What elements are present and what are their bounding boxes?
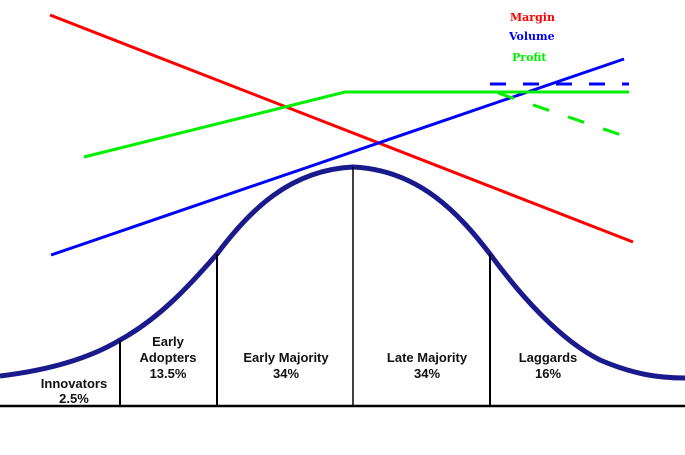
- segment-early-adopters-name: Early: [152, 334, 185, 349]
- segment-late-majority-percent: 34%: [414, 366, 440, 381]
- segment-early-majority-name: Early Majority: [243, 350, 329, 365]
- profit-line: [83, 90, 629, 159]
- margin-line: [49, 13, 634, 244]
- segment-early-adopters-percent: 13.5%: [150, 366, 187, 381]
- segment-innovators-name: Innovators: [41, 376, 107, 391]
- segment-innovators-percent: 2.5%: [59, 391, 89, 406]
- segment-laggards-percent: 16%: [535, 366, 561, 381]
- legend-margin: Margin: [510, 11, 555, 24]
- bell-curve: [0, 164, 685, 381]
- volume-line: [50, 57, 625, 257]
- segment-early-majority-percent: 34%: [273, 366, 299, 381]
- profit-dashed-projection: [497, 91, 628, 139]
- legend-volume: Volume: [508, 30, 555, 43]
- segment-laggards-name: Laggards: [519, 350, 578, 365]
- legend-profit: Profit: [512, 51, 547, 64]
- segment-early-adopters-name2: Adopters: [139, 350, 196, 365]
- segment-late-majority-name: Late Majority: [387, 350, 468, 365]
